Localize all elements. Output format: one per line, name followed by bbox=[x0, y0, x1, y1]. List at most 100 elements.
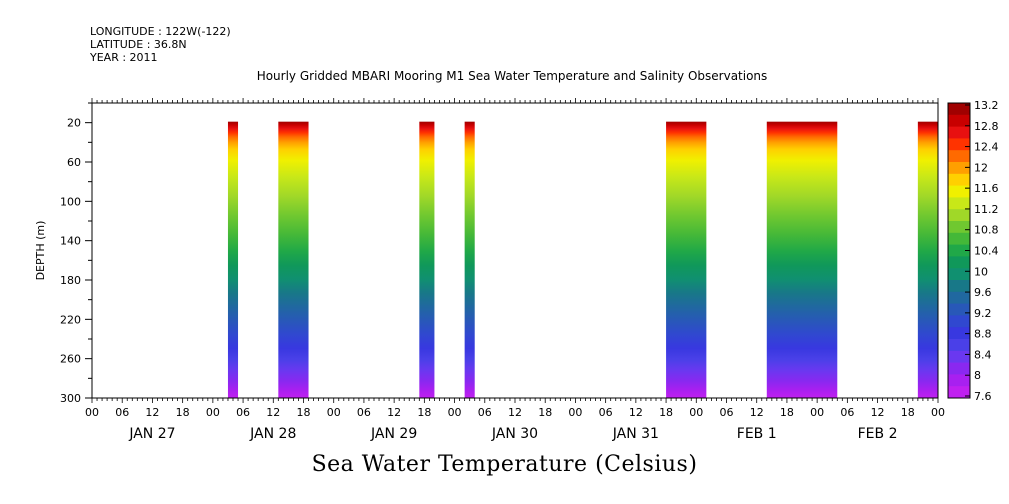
x-hour-label: 18 bbox=[297, 406, 311, 419]
colorbar: 13.2 12.8 12.4 12 11.6 11.2 10.8 10.4 10 9.6 9.2 8.… bbox=[947, 99, 999, 403]
location-metadata: LONGITUDE : 122W(-122) LATITUDE : 36.8N … bbox=[90, 25, 231, 64]
x-hour-label: 06 bbox=[115, 406, 129, 419]
colorbar-swatch bbox=[948, 280, 970, 293]
x-hour-label: 18 bbox=[901, 406, 915, 419]
colorbar-label: 11.6 bbox=[974, 182, 999, 195]
x-hour-label: 12 bbox=[145, 406, 159, 419]
x-hour-label: 06 bbox=[599, 406, 613, 419]
colorbar-label: 9.6 bbox=[974, 286, 992, 299]
longitude-label: LONGITUDE : 122W(-122) bbox=[90, 25, 231, 38]
colorbar-swatch bbox=[948, 315, 970, 328]
colorbar-swatch bbox=[948, 173, 970, 187]
colorbar-label: 11.2 bbox=[974, 203, 999, 216]
colorbar-swatch bbox=[948, 291, 970, 305]
y-tick-label: 300 bbox=[60, 392, 81, 405]
observation-blocks bbox=[227, 121, 938, 399]
year-label: YEAR : 2011 bbox=[90, 51, 158, 64]
observation-block bbox=[766, 121, 838, 399]
x-day-label: FEB 1 bbox=[737, 426, 777, 442]
colorbar-label: 8.4 bbox=[974, 348, 992, 361]
colorbar-swatch bbox=[948, 114, 970, 128]
colorbar-label: 8.8 bbox=[974, 328, 992, 341]
x-hour-label: 06 bbox=[720, 406, 734, 419]
x-hour-label: 00 bbox=[448, 406, 462, 419]
x-hour-label: 18 bbox=[659, 406, 673, 419]
x-hour-label: 06 bbox=[236, 406, 250, 419]
colorbar-label: 7.6 bbox=[974, 390, 992, 403]
x-hour-label: 18 bbox=[538, 406, 552, 419]
colorbar-swatch bbox=[948, 162, 970, 175]
colorbar-swatch bbox=[948, 374, 970, 387]
colorbar-label: 8 bbox=[974, 369, 981, 382]
y-tick-label: 180 bbox=[60, 274, 81, 287]
x-hour-label: 12 bbox=[387, 406, 401, 419]
colorbar-swatch bbox=[948, 185, 970, 198]
x-hour-label: 12 bbox=[750, 406, 764, 419]
colorbar-swatch bbox=[948, 126, 970, 139]
plot-axes: 20 60 100 140 180 220 260 300 DEPTH (m) 00 06 12 18 0… bbox=[34, 98, 945, 442]
colorbar-swatch bbox=[948, 209, 970, 222]
observation-block bbox=[278, 121, 309, 399]
colorbar-swatch bbox=[948, 303, 970, 316]
colorbar-label: 10.8 bbox=[974, 224, 999, 237]
observation-block bbox=[464, 121, 475, 399]
colorbar-label: 10.4 bbox=[974, 245, 999, 258]
y-tick-label: 100 bbox=[60, 195, 81, 208]
x-hour-label: 00 bbox=[810, 406, 824, 419]
colorbar-swatch bbox=[948, 327, 970, 340]
x-hour-label: 06 bbox=[357, 406, 371, 419]
x-hour-label: 12 bbox=[871, 406, 885, 419]
x-hour-label: 12 bbox=[508, 406, 522, 419]
colorbar-swatch bbox=[948, 138, 970, 151]
x-hour-label: 18 bbox=[176, 406, 190, 419]
x-day-label: JAN 28 bbox=[249, 426, 296, 442]
colorbar-swatch bbox=[948, 256, 970, 269]
y-tick-label: 260 bbox=[60, 353, 81, 366]
colorbar-swatch bbox=[948, 221, 970, 234]
colorbar-swatch bbox=[948, 150, 970, 163]
x-hour-label: 00 bbox=[931, 406, 945, 419]
x-hour-label: 00 bbox=[568, 406, 582, 419]
colorbar-label: 12 bbox=[974, 161, 988, 174]
x-hour-label: 00 bbox=[327, 406, 341, 419]
x-hour-label: 12 bbox=[266, 406, 280, 419]
colorbar-swatch bbox=[948, 103, 970, 116]
x-day-label: JAN 27 bbox=[128, 426, 175, 442]
x-hour-label: 18 bbox=[417, 406, 431, 419]
y-tick-label: 140 bbox=[60, 235, 81, 248]
colorbar-label: 12.8 bbox=[974, 120, 999, 133]
colorbar-swatch bbox=[948, 339, 970, 352]
y-tick-label: 60 bbox=[67, 156, 81, 169]
colorbar-label: 10 bbox=[974, 265, 988, 278]
x-hour-label: 06 bbox=[478, 406, 492, 419]
colorbar-swatch bbox=[948, 350, 970, 364]
colorbar-swatch bbox=[948, 268, 970, 281]
colorbar-swatch bbox=[948, 362, 970, 375]
x-hour-label: 00 bbox=[206, 406, 220, 419]
colorbar-label: 12.4 bbox=[974, 141, 999, 154]
x-hour-label: 00 bbox=[689, 406, 703, 419]
x-hour-label: 06 bbox=[840, 406, 854, 419]
colorbar-swatch bbox=[948, 386, 970, 399]
x-day-label: FEB 2 bbox=[858, 426, 898, 442]
x-day-label: JAN 30 bbox=[491, 426, 538, 442]
colorbar-label: 9.2 bbox=[974, 307, 992, 320]
variable-title: Sea Water Temperature (Celsius) bbox=[311, 452, 698, 477]
x-hour-label: 00 bbox=[85, 406, 99, 419]
observation-block bbox=[419, 121, 435, 399]
colorbar-swatch bbox=[948, 197, 970, 210]
observation-block bbox=[917, 121, 938, 399]
observation-block bbox=[666, 121, 707, 399]
x-day-label: JAN 31 bbox=[612, 426, 659, 442]
colorbar-label: 13.2 bbox=[974, 99, 999, 112]
chart-title: Hourly Gridded MBARI Mooring M1 Sea Wate… bbox=[256, 69, 768, 83]
latitude-label: LATITUDE : 36.8N bbox=[90, 38, 187, 51]
y-axis-label: DEPTH (m) bbox=[34, 221, 47, 281]
x-day-label: JAN 29 bbox=[370, 426, 417, 442]
observation-block bbox=[227, 121, 239, 399]
x-hour-label: 12 bbox=[629, 406, 643, 419]
y-tick-label: 220 bbox=[60, 313, 81, 326]
colorbar-swatch bbox=[948, 232, 970, 246]
x-hour-label: 18 bbox=[780, 406, 794, 419]
